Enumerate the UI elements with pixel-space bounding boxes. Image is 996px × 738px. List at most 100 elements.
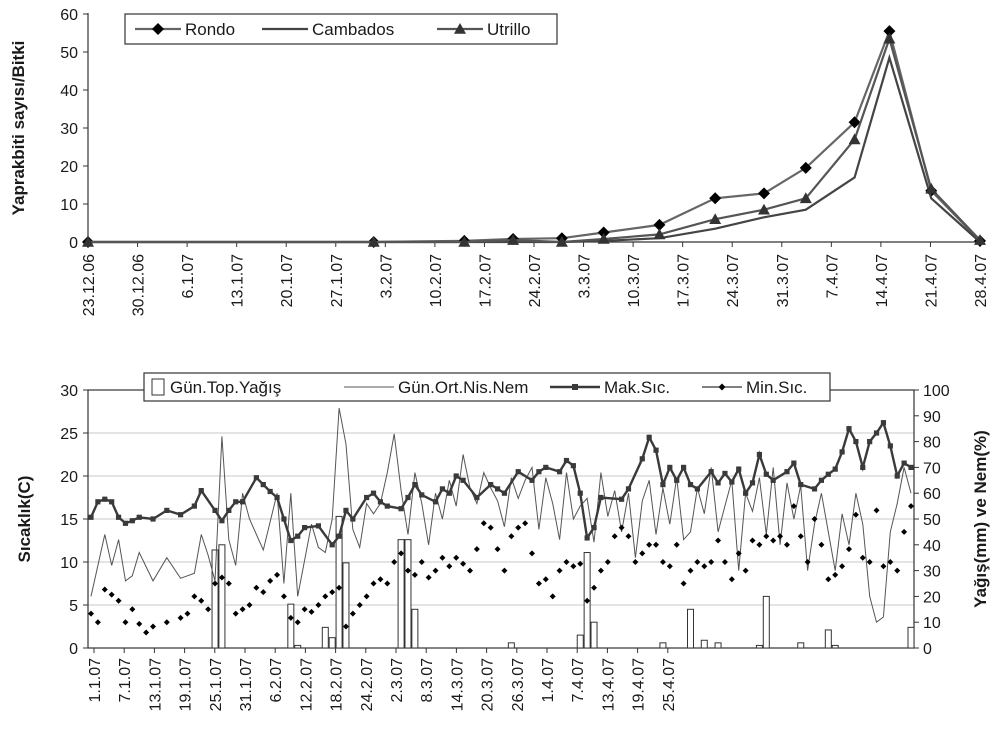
data-point-rondo (709, 192, 722, 205)
bottom-x-tick-label: 18.2.07 (329, 658, 346, 711)
data-point-max-temp (460, 477, 466, 483)
data-point-min-temp (721, 559, 728, 565)
data-point-min-temp (653, 541, 660, 548)
bottom-x-tick-label: 25.4.07 (661, 658, 678, 711)
data-point-max-temp (295, 533, 301, 539)
data-point-max-temp (136, 514, 142, 520)
top-legend: Rondo Cambados Utrillo (124, 13, 558, 45)
bottom-left-y-tick-label: 15 (60, 512, 78, 529)
bottom-right-y-tick-label: 100 (923, 383, 950, 400)
bottom-x-tick-label: 14.3.07 (449, 658, 466, 711)
top-x-tick-label: 10.3.07 (626, 254, 643, 307)
data-point-min-temp (287, 614, 294, 621)
bottom-x-tick-label: 6.2.07 (268, 658, 285, 703)
data-point-min-temp (887, 559, 894, 565)
data-point-max-temp (577, 490, 583, 496)
data-point-min-temp (398, 550, 405, 557)
data-point-min-temp (790, 503, 797, 510)
bottom-gridlines (88, 432, 914, 606)
data-point-min-temp (129, 606, 136, 613)
precipitation-bar (397, 539, 405, 649)
data-point-max-temp (770, 477, 776, 483)
data-point-max-temp (798, 482, 804, 488)
data-point-min-temp (549, 593, 556, 600)
data-point-max-temp (488, 482, 494, 488)
data-point-max-temp (660, 482, 666, 488)
precipitation-bar (294, 644, 302, 649)
data-point-max-temp (563, 457, 570, 464)
data-point-min-temp (556, 567, 563, 574)
top-x-tick-label: 3.3.07 (577, 254, 594, 299)
bottom-left-y-tick-label: 0 (69, 641, 78, 658)
data-point-min-temp (473, 546, 480, 553)
data-point-utrillo (458, 236, 471, 247)
data-point-max-temp (846, 426, 852, 432)
top-y-tick-label: 50 (60, 45, 78, 62)
data-point-utrillo (82, 236, 94, 247)
bottom-x-tick-label: 1.4.07 (540, 658, 557, 703)
bottom-right-y-tick-label: 60 (923, 486, 941, 503)
data-point-max-temp (653, 447, 659, 453)
bottom-x-tick-label: 1.1.07 (87, 658, 104, 703)
data-point-min-temp (749, 537, 756, 544)
data-point-min-temp (852, 511, 859, 518)
top-y-tick-label: 10 (60, 197, 78, 214)
data-point-min-temp (577, 560, 584, 567)
legend-label-humidity: Gün.Ort.Nis.Nem (398, 378, 528, 397)
data-point-max-temp (556, 469, 563, 475)
data-point-rondo (653, 218, 666, 231)
data-point-max-temp (336, 533, 342, 539)
top-x-tick-label: 24.3.07 (725, 254, 742, 307)
data-point-min-temp (480, 520, 487, 527)
bottom-left-y-tick-label: 5 (69, 598, 78, 615)
data-point-max-temp (102, 496, 108, 502)
data-point-min-temp (432, 567, 439, 574)
data-point-min-temp (832, 571, 839, 578)
data-point-min-temp (336, 584, 343, 591)
data-point-max-temp (432, 499, 439, 505)
data-point-max-temp (908, 464, 914, 470)
data-point-max-temp (88, 514, 94, 520)
data-point-max-temp (543, 464, 549, 470)
data-point-max-temp (784, 469, 790, 475)
data-point-min-temp (604, 559, 611, 565)
data-point-min-temp (88, 610, 94, 617)
data-point-max-temp (715, 480, 721, 486)
data-point-max-temp (364, 494, 370, 501)
top-x-tick-label: 14.4.07 (874, 254, 891, 307)
data-point-max-temp (618, 496, 625, 502)
data-point-min-temp (315, 602, 322, 608)
data-point-max-temp (370, 490, 377, 496)
precipitation-bar (342, 562, 350, 649)
data-point-min-temp (687, 567, 694, 574)
data-point-max-temp (177, 512, 184, 518)
data-point-min-temp (611, 533, 618, 540)
data-point-min-temp (363, 593, 370, 600)
data-point-max-temp (150, 516, 156, 522)
data-point-max-temp (302, 525, 308, 531)
bottom-right-y-tick-label: 50 (923, 512, 941, 529)
data-point-min-temp (267, 577, 274, 584)
data-point-utrillo (367, 236, 380, 247)
data-point-min-temp (866, 559, 873, 565)
data-point-min-temp (632, 559, 639, 565)
data-point-max-temp (646, 434, 652, 440)
precipitation-bar (287, 603, 295, 649)
data-point-min-temp (584, 597, 591, 604)
data-point-min-temp (529, 550, 536, 557)
data-point-max-temp (377, 499, 384, 505)
precipitation-bar (714, 642, 722, 649)
bottom-right-y-tick-label: 90 (923, 409, 941, 426)
bottom-left-y-tick-label: 30 (60, 383, 78, 400)
bottom-left-y-tick-label: 20 (60, 469, 78, 486)
top-legend-box (124, 13, 558, 45)
precipitation-bar (659, 642, 667, 649)
bottom-x-tick-label: 13.4.07 (600, 658, 617, 711)
data-point-max-temp (419, 492, 425, 498)
data-point-max-temp (694, 486, 700, 492)
precipitation-bar (824, 629, 832, 649)
top-x-tick-label: 30.12.06 (131, 254, 148, 316)
legend-marker-min-temp (718, 383, 726, 391)
data-point-max-temp (625, 486, 632, 492)
data-point-max-temp (756, 451, 763, 458)
